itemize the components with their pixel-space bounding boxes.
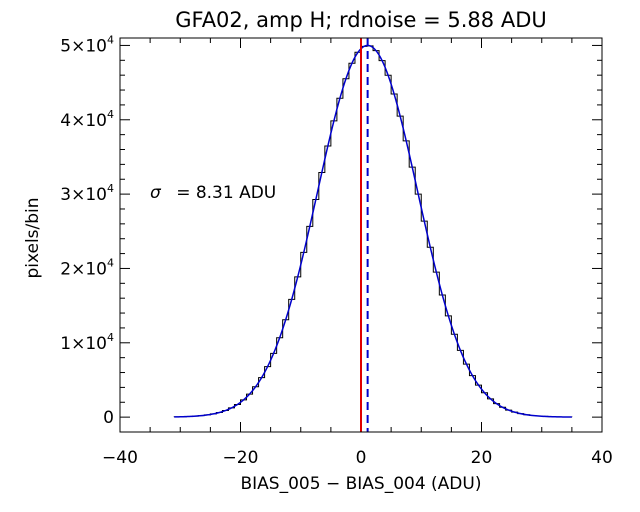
- y-tick-label: 0: [103, 408, 114, 428]
- y-tick-label: 3×104: [60, 182, 114, 205]
- y-tick-label: 5×104: [60, 33, 114, 56]
- chart-title: GFA02, amp H; rdnoise = 5.88 ADU: [175, 8, 546, 32]
- sigma-symbol: σ: [150, 183, 162, 203]
- y-axis-label: pixels/bin: [23, 197, 43, 278]
- histogram-steps: [173, 45, 573, 418]
- gaussian-fit-curve: [174, 44, 572, 418]
- sigma-annotation: σ = 8.31 ADU: [150, 183, 276, 203]
- x-tick-label: 20: [471, 448, 493, 468]
- x-tick-label: −40: [102, 448, 138, 468]
- vline-group: [360, 38, 369, 432]
- x-tick-label: 0: [356, 448, 367, 468]
- sigma-value: = 8.31 ADU: [176, 183, 276, 203]
- x-tick-label: 40: [591, 448, 613, 468]
- y-ticks: 0 1×104 2×104 3×104 4×104 5×104: [60, 33, 602, 428]
- y-tick-label: 2×104: [60, 256, 114, 279]
- y-tick-label: 4×104: [60, 108, 114, 131]
- x-axis-label: BIAS_005 − BIAS_004 (ADU): [241, 474, 482, 494]
- x-ticks: −40 −20 0 20 40: [102, 38, 613, 468]
- plot-frame: [119, 37, 603, 433]
- histogram-group: [173, 45, 573, 418]
- y-tick-label: 1×104: [60, 331, 114, 354]
- fit-group: [174, 44, 572, 418]
- x-tick-label: −20: [223, 448, 259, 468]
